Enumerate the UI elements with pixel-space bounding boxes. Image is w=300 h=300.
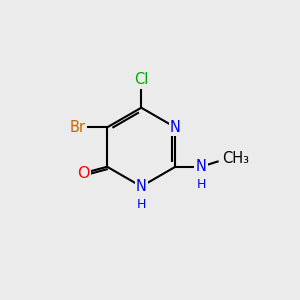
Text: N: N	[170, 120, 181, 135]
Text: H: H	[196, 178, 206, 191]
Text: H: H	[136, 197, 146, 211]
Text: Cl: Cl	[134, 73, 148, 88]
Text: N: N	[196, 159, 206, 174]
Text: N: N	[136, 179, 147, 194]
Text: O: O	[77, 166, 89, 181]
Text: CH₃: CH₃	[222, 151, 249, 166]
Text: Br: Br	[70, 120, 86, 135]
